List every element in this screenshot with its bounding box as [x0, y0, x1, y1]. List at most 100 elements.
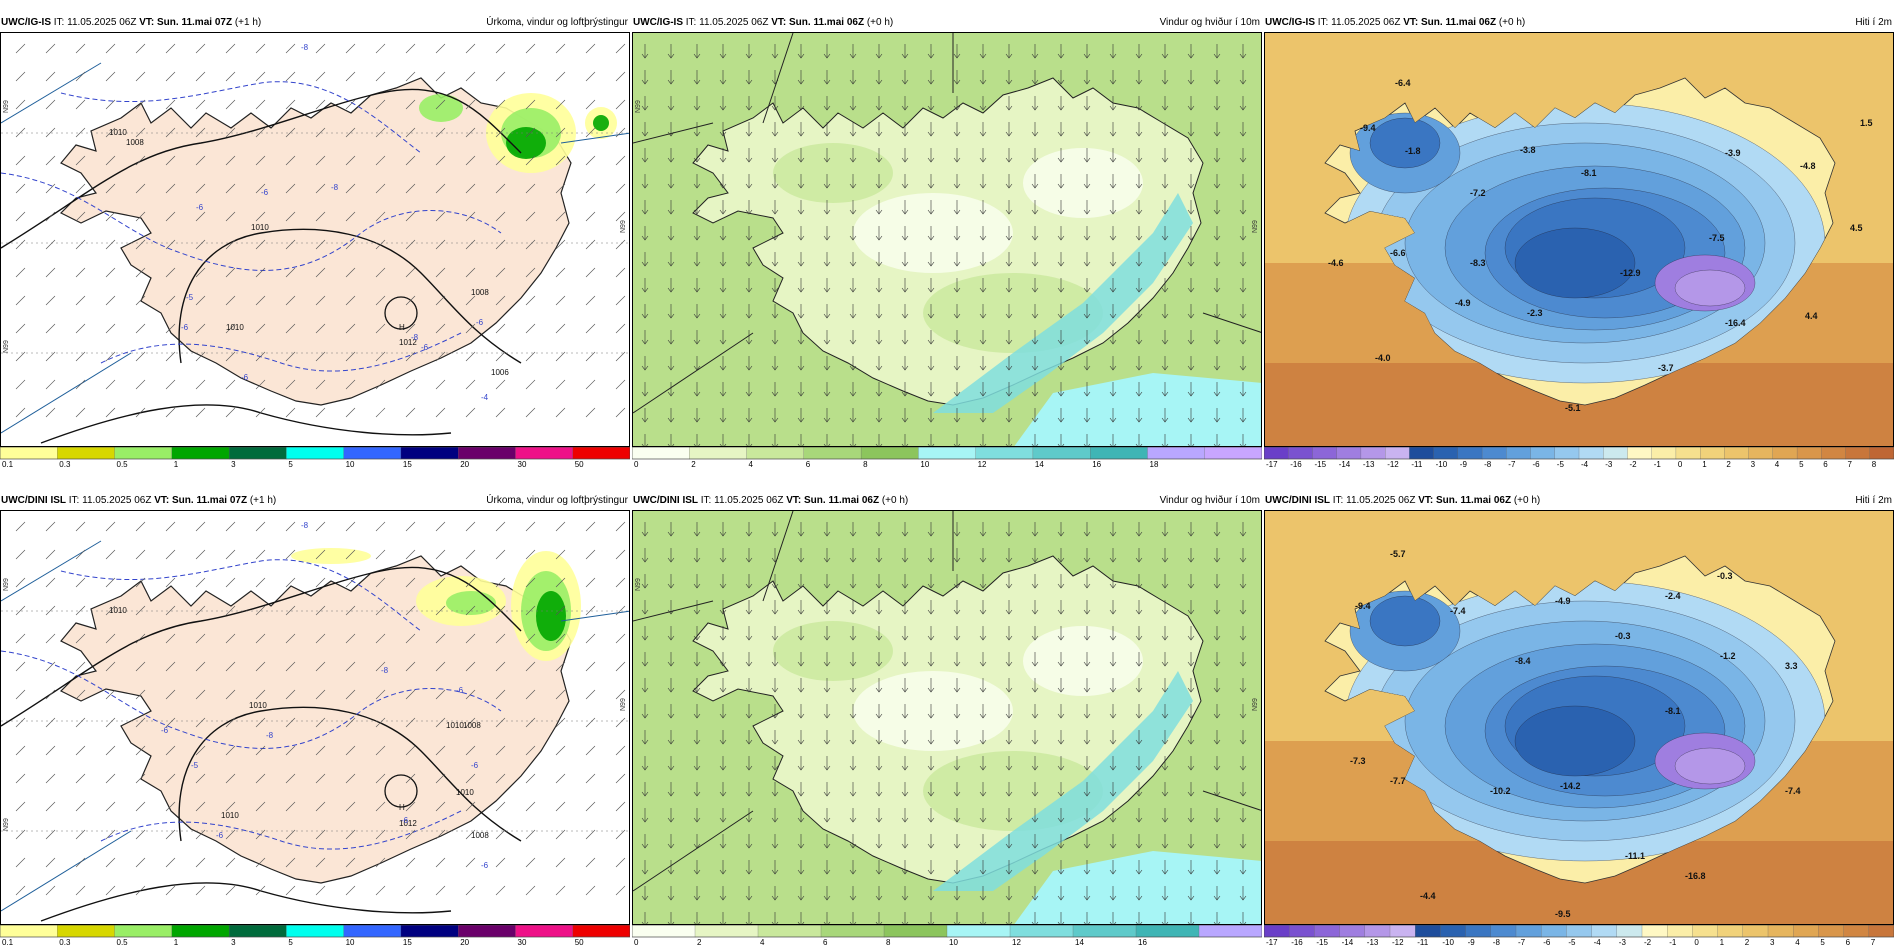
colorbar-tick-label: 5 [1799, 460, 1804, 468]
wind-arrow-head [641, 713, 649, 719]
wind-barb [135, 155, 146, 166]
wind-barb [435, 379, 446, 390]
wind-arrow-head [641, 531, 649, 537]
wind-barb [15, 829, 26, 840]
wind-barb [135, 211, 146, 222]
wind-arrow-head [771, 583, 779, 589]
wind-barb [375, 295, 386, 306]
wind-barb [435, 127, 446, 138]
wind-barb [315, 323, 326, 334]
wind-barb [15, 407, 26, 418]
map-value-label: -4.9 [1555, 596, 1571, 606]
vt-label: VT: [1418, 495, 1434, 506]
wind-arrow-head [849, 391, 857, 397]
wind-arrow-head [1239, 765, 1247, 771]
wind-arrow-head [849, 583, 857, 589]
temp-contour-fill [1674, 747, 1746, 785]
isobar-line [178, 228, 522, 364]
wind-arrow-head [667, 661, 675, 667]
wind-barb [375, 633, 386, 644]
colorbar-tick-label: 50 [575, 460, 584, 468]
colorbar-swatch [1135, 925, 1200, 938]
colorbar-tick-label: 0.1 [2, 460, 14, 468]
colorbar-swatch [400, 925, 459, 938]
projection-line [560, 132, 629, 144]
wind-barb [15, 379, 26, 390]
map-value-label: 1010 [251, 223, 269, 232]
map-value-label: -4.4 [1420, 891, 1436, 901]
wind-arrow-head [1239, 261, 1247, 267]
wind-barb [525, 773, 536, 784]
wind-arrow-head [641, 339, 649, 345]
wind-arrow-head [667, 713, 675, 719]
wind-barb [105, 43, 116, 54]
wind-barb [525, 71, 536, 82]
wind-arrow-head [771, 687, 779, 693]
wind-arrow-head [1135, 157, 1143, 163]
wind-arrow-head [953, 817, 961, 823]
wind-arrow-head [667, 443, 675, 446]
wind-arrow-head [901, 365, 909, 371]
high-pressure-ring [384, 296, 418, 330]
wind-arrow-head [1083, 157, 1091, 163]
wind-arrow-head [1239, 843, 1247, 849]
wind-arrow-head [1109, 287, 1117, 293]
colorbar-swatch [975, 447, 1034, 460]
wind-barb [315, 773, 326, 784]
wind-arrow-head [1135, 557, 1143, 563]
wind-arrow-head [979, 79, 987, 85]
map-value-label: -6 [241, 373, 249, 382]
colorbar-swatch [1288, 447, 1314, 460]
it-label: IT: [700, 495, 712, 506]
wind-barb [225, 323, 236, 334]
wind-arrow-head [823, 661, 831, 667]
wind-barb [135, 801, 146, 812]
colorbar-swatch [1515, 925, 1542, 938]
colorbar-swatch [1692, 925, 1719, 938]
wind-speed-area [853, 671, 1013, 751]
wind-barb [375, 99, 386, 110]
wind-arrow-head [1161, 339, 1169, 345]
grid-side-label: N99 [1252, 220, 1259, 233]
wind-barb [315, 549, 326, 560]
wind-arrow-head [1213, 817, 1221, 823]
map-value-label: -4.6 [1328, 258, 1344, 268]
wind-arrow-head [1161, 53, 1169, 59]
wind-barb [45, 211, 56, 222]
map-value-label: -2.4 [1665, 591, 1681, 601]
wind-barb [405, 99, 416, 110]
wind-barb [15, 323, 26, 334]
wind-barb [615, 885, 626, 896]
wind-barb [585, 155, 596, 166]
wind-barb [225, 127, 236, 138]
wind-arrow-head [901, 635, 909, 641]
wind-arrow-head [927, 261, 935, 267]
wind-arrow-head [1057, 261, 1065, 267]
wind-arrow-head [927, 443, 935, 446]
wind-arrow-head [1083, 53, 1091, 59]
colorbar-swatch [1566, 925, 1593, 938]
colorbar-swatch [343, 447, 402, 460]
wind-arrow-head [1109, 261, 1117, 267]
wind-barb [135, 633, 146, 644]
wind-arrow-head [927, 661, 935, 667]
colorbar-tick-label: 0 [634, 460, 639, 468]
wind-barb [315, 717, 326, 728]
wind-arrow-head [1135, 869, 1143, 875]
wind-arrow-head [979, 687, 987, 693]
wind-arrow-head [1239, 583, 1247, 589]
wind-arrow-head [1239, 817, 1247, 823]
wind-barb [345, 323, 356, 334]
wind-barb [105, 127, 116, 138]
wind-arrow-head [849, 609, 857, 615]
wind-barb [285, 407, 296, 418]
wind-arrow-head [1161, 661, 1169, 667]
wind-arrow-head [719, 261, 727, 267]
wind-barb [285, 267, 296, 278]
colorbar-swatch [1578, 447, 1604, 460]
wind-arrow-head [745, 105, 753, 111]
wind-arrow-head [719, 157, 727, 163]
colorbar-tick-label: 1 [174, 938, 179, 946]
wind-arrow-head [1005, 365, 1013, 371]
it-value: 11.05.2025 06Z [1346, 495, 1416, 506]
